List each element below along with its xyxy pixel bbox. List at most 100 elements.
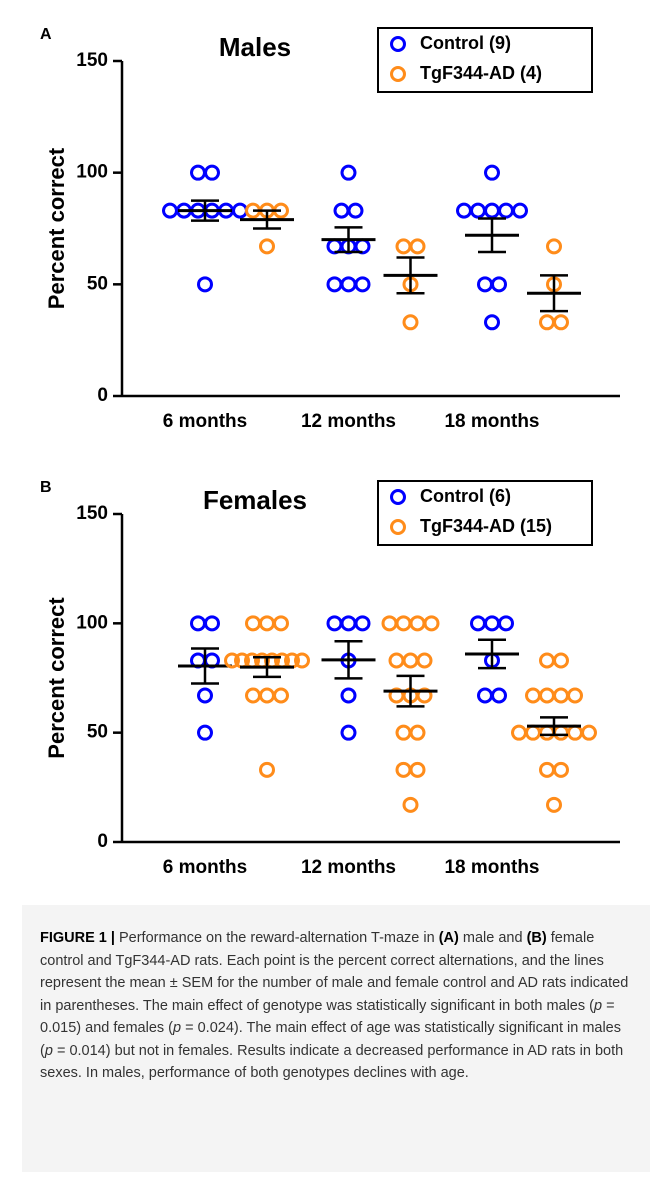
caption-text: = 0.015) and females ( [40, 997, 615, 1037]
y-axis-label: Percent correct [44, 147, 69, 309]
data-point [525, 724, 541, 741]
data-point [409, 761, 426, 778]
data-point [498, 202, 514, 219]
data-point [553, 724, 569, 741]
data-point [491, 276, 507, 293]
data-point [326, 615, 343, 632]
data-point [470, 615, 486, 632]
data-point [498, 615, 514, 632]
data-point [197, 276, 213, 293]
caption-italic: p [44, 1042, 53, 1059]
y-tick-label: 100 [76, 612, 108, 633]
caption-text: = 0.014) but not in females. Results ind… [40, 1042, 624, 1082]
x-tick-label: 18 months [444, 857, 539, 878]
data-point [553, 652, 569, 669]
caption-ref: (A) [438, 930, 459, 946]
data-point [340, 687, 357, 704]
data-point [347, 202, 364, 219]
data-point [259, 238, 275, 255]
data-point [326, 276, 343, 293]
data-point [190, 615, 206, 632]
caption-ref: (B) [526, 930, 547, 946]
legend-marker [390, 519, 406, 535]
data-point [259, 761, 275, 778]
data-point [232, 202, 248, 219]
data-point [416, 687, 433, 704]
x-tick-label: 12 months [301, 411, 396, 432]
y-tick-label: 0 [97, 385, 108, 406]
data-point [354, 615, 371, 632]
data-point [204, 615, 220, 632]
y-axis-label: Percent correct [44, 597, 69, 759]
data-point [511, 724, 527, 741]
panel-label: B [40, 479, 52, 496]
data-point [491, 687, 507, 704]
legend-label: TgF344-AD (15) [420, 516, 552, 536]
data-point [484, 314, 500, 331]
panel-label: A [40, 26, 52, 43]
data-point [409, 238, 426, 255]
data-point [273, 687, 289, 704]
data-point [162, 202, 178, 219]
data-point [567, 724, 583, 741]
caption-label: FIGURE 1 | [40, 930, 115, 946]
data-point [477, 276, 493, 293]
caption-text: male and [458, 930, 527, 946]
data-point [204, 164, 220, 181]
data-point [581, 724, 597, 741]
data-point [245, 615, 261, 632]
data-point [484, 615, 500, 632]
data-point [395, 761, 412, 778]
data-point [294, 652, 310, 669]
data-point [402, 314, 419, 331]
data-point [539, 724, 555, 741]
data-point [539, 314, 555, 331]
caption: FIGURE 1 | Performance on the reward-alt… [22, 905, 650, 1172]
data-point [456, 202, 472, 219]
data-point [402, 652, 419, 669]
data-point [525, 687, 541, 704]
data-point [553, 761, 569, 778]
data-point [567, 687, 583, 704]
data-point [395, 724, 412, 741]
y-tick-label: 0 [97, 831, 108, 852]
data-point [484, 164, 500, 181]
x-tick-label: 6 months [163, 857, 247, 878]
data-point [190, 164, 206, 181]
data-point [381, 615, 398, 632]
data-point [553, 314, 569, 331]
data-point [340, 615, 357, 632]
data-point [546, 796, 562, 813]
caption-text: Performance on the reward-alternation T-… [114, 930, 439, 946]
legend-box [377, 480, 593, 546]
data-point [259, 615, 275, 632]
data-point [512, 202, 528, 219]
data-point [333, 202, 350, 219]
legend-marker [390, 36, 406, 52]
data-point [259, 687, 275, 704]
data-point [539, 761, 555, 778]
data-point [273, 615, 289, 632]
caption-italic: p [593, 997, 603, 1014]
data-point [340, 276, 357, 293]
data-point [546, 238, 562, 255]
data-point [197, 687, 213, 704]
data-point [354, 276, 371, 293]
caption-italic: p [173, 1020, 182, 1036]
data-point [539, 687, 555, 704]
chart-title: Males [219, 32, 291, 62]
data-point [340, 724, 357, 741]
y-tick-label: 50 [87, 273, 108, 294]
data-point [470, 202, 486, 219]
data-point [245, 687, 261, 704]
data-point [409, 615, 426, 632]
data-point [416, 652, 433, 669]
data-point [484, 202, 500, 219]
x-tick-label: 18 months [444, 411, 539, 432]
data-point [388, 652, 405, 669]
data-point [395, 615, 412, 632]
legend-marker [390, 489, 406, 505]
data-point [402, 796, 419, 813]
x-tick-label: 6 months [163, 411, 247, 432]
